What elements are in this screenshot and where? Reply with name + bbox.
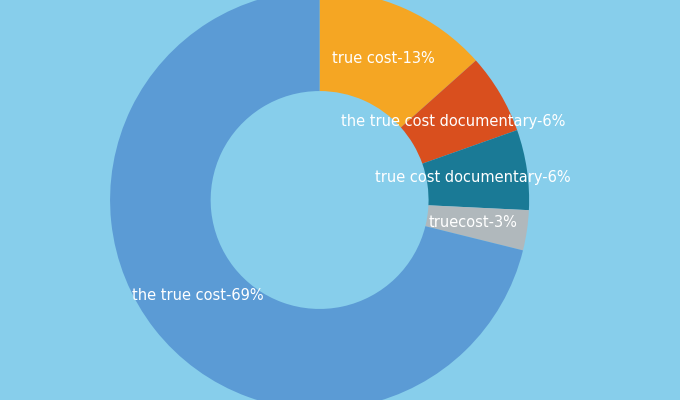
Wedge shape: [320, 0, 476, 128]
Text: the true cost-69%: the true cost-69%: [132, 288, 263, 303]
Text: true cost documentary-6%: true cost documentary-6%: [375, 170, 571, 185]
Wedge shape: [422, 130, 529, 210]
Wedge shape: [110, 0, 523, 400]
Wedge shape: [401, 60, 517, 164]
Text: truecost-3%: truecost-3%: [428, 215, 517, 230]
Text: true cost-13%: true cost-13%: [332, 51, 435, 66]
Wedge shape: [426, 205, 529, 250]
Text: the true cost documentary-6%: the true cost documentary-6%: [341, 114, 565, 128]
